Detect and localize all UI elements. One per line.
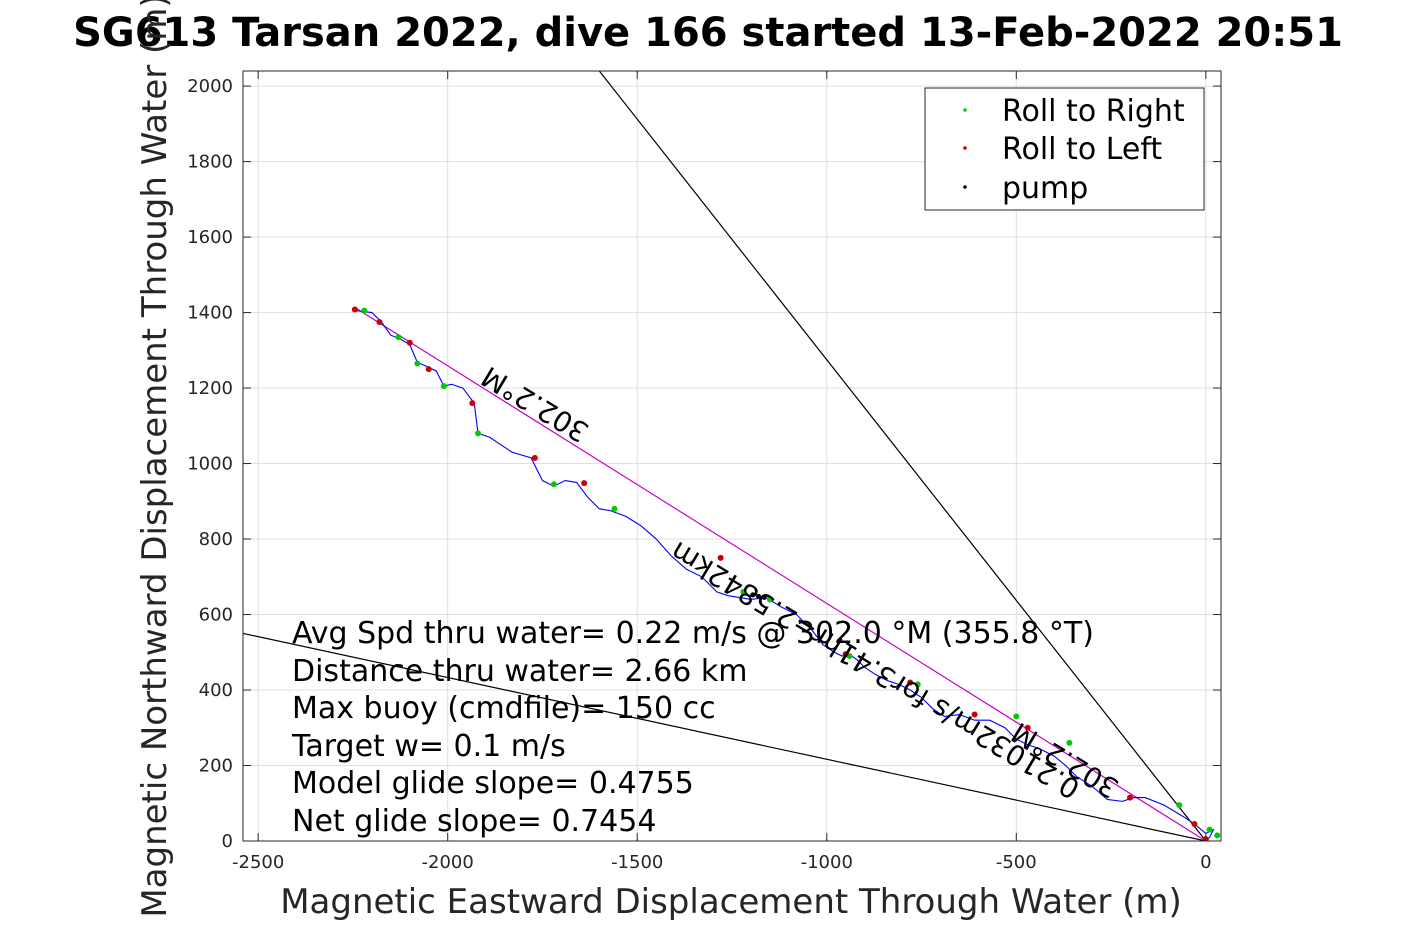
summary-line-distance: Distance thru water= 2.66 km xyxy=(292,654,747,689)
reference-line xyxy=(243,632,1206,841)
y-tick-label: 0 xyxy=(222,831,233,852)
roll-right-point xyxy=(766,596,773,603)
y-tick-label: 800 xyxy=(199,529,233,550)
pump-point xyxy=(756,593,762,599)
y-tick-label: 600 xyxy=(199,605,233,626)
legend-label-roll-right: Roll to Right xyxy=(1002,94,1185,129)
roll-left-point xyxy=(907,679,914,686)
summary-line-avg-speed: Avg Spd thru water= 0.22 m/s @ 302.0 °M … xyxy=(292,616,1094,651)
roll-right-point xyxy=(611,505,618,512)
ticks: -2500 -2000 -1500 -1000 -500 0 0 200 400 600 800 10… xyxy=(187,71,1221,873)
summary-line-model-glide: Model glide slope= 0.4755 xyxy=(292,766,694,801)
y-tick-label: 1600 xyxy=(187,227,233,248)
summary-annotation: Avg Spd thru water= 0.22 m/s @ 302.0 °M … xyxy=(291,616,1094,839)
x-tick-label: -1000 xyxy=(801,852,853,873)
roll-right-point xyxy=(440,383,447,390)
legend-marker-roll-right xyxy=(963,108,967,112)
roll-right-point xyxy=(1013,713,1020,720)
summary-line-net-glide: Net glide slope= 0.7454 xyxy=(292,804,656,839)
y-tick-label: 1400 xyxy=(187,303,233,324)
roll-right-point xyxy=(414,360,421,367)
plot-frame xyxy=(242,70,1222,842)
roll-right-point xyxy=(1206,826,1213,833)
roll-right-point xyxy=(1176,802,1183,809)
x-tick-label: -500 xyxy=(996,852,1037,873)
summary-line-target-w: Target w= 0.1 m/s xyxy=(291,729,566,764)
roll-right-point xyxy=(475,430,482,437)
x-tick-label: -1500 xyxy=(611,852,663,873)
roll-left-point xyxy=(1024,724,1031,731)
pump-point xyxy=(761,595,767,601)
legend-marker-roll-left xyxy=(963,146,967,150)
roll-right-point xyxy=(550,481,557,488)
summary-line-max-buoy: Max buoy (cmdfile)= 150 cc xyxy=(292,691,716,726)
y-tick-label: 200 xyxy=(199,756,233,777)
roll-left-point xyxy=(1127,794,1134,801)
y-tick-label: 2000 xyxy=(187,76,233,97)
roll-right-point xyxy=(914,681,921,688)
roll-left-point xyxy=(971,711,978,718)
roll-right-point xyxy=(1214,832,1221,839)
roll-right-point xyxy=(361,307,368,314)
pump-point xyxy=(750,592,756,598)
roll-right-point xyxy=(740,588,747,595)
roll-right-point xyxy=(1066,739,1073,746)
y-tick-label: 1800 xyxy=(187,152,233,173)
roll-left-point xyxy=(425,366,432,373)
x-tick-label: -2000 xyxy=(422,852,474,873)
y-tick-label: 1200 xyxy=(187,378,233,399)
legend-label-pump: pump xyxy=(1002,171,1088,206)
roll-right-point xyxy=(395,334,402,341)
roll-left-point xyxy=(581,480,588,487)
roll-left-point xyxy=(351,306,358,313)
reference-line xyxy=(356,308,1207,841)
roll-left-point xyxy=(469,400,476,407)
chart-title: SG613 Tarsan 2022, dive 166 started 13-F… xyxy=(73,10,1343,56)
legend-marker-pump xyxy=(963,185,967,189)
legend: Roll to Right Roll to Left pump xyxy=(924,87,1205,211)
roll-left-point xyxy=(376,319,383,326)
data-layer xyxy=(243,71,1221,841)
roll-left-point xyxy=(1191,821,1198,828)
roll-left-point xyxy=(531,454,538,461)
reference-line xyxy=(598,71,1207,841)
roll-left-point xyxy=(406,339,413,346)
x-axis-label: Magnetic Eastward Displacement Through W… xyxy=(280,882,1182,922)
x-tick-label: 0 xyxy=(1200,852,1211,873)
x-tick-label: -2500 xyxy=(232,852,284,873)
grid xyxy=(243,71,1221,842)
y-axis-label: Magnetic Northward Displacement Through … xyxy=(135,0,175,918)
track-line xyxy=(356,310,1215,841)
roll-left-point xyxy=(717,554,724,561)
roll-left-point xyxy=(842,651,849,658)
y-tick-label: 400 xyxy=(199,680,233,701)
legend-label-roll-left: Roll to Left xyxy=(1002,132,1162,167)
legend-box xyxy=(924,87,1205,211)
y-tick-label: 1000 xyxy=(187,454,233,475)
